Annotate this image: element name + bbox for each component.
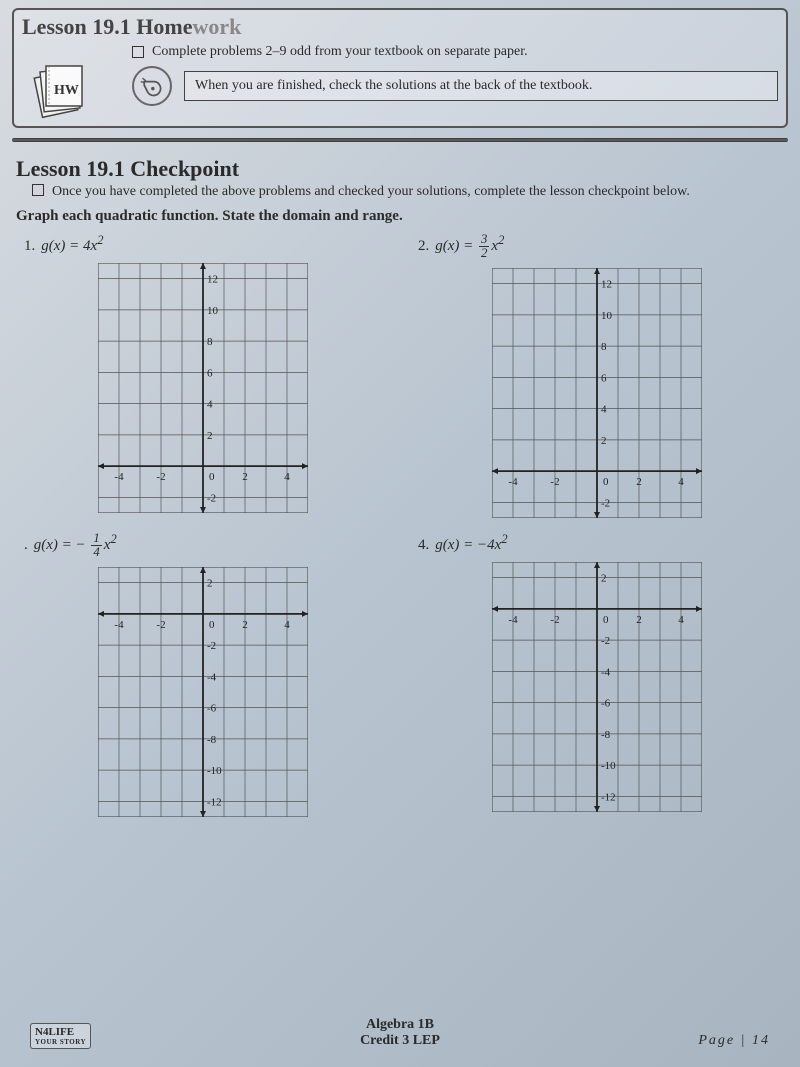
coordinate-grid: -4 -2 0 2 4 2 -2 -4 -6 -8 -10 -12 (98, 567, 308, 817)
title-prefix: Lesson 19.1 Home (22, 14, 193, 39)
whistle-icon (132, 66, 172, 106)
footer-page: Page | 14 (698, 1033, 770, 1049)
svg-text:6: 6 (601, 372, 607, 384)
instruction: Graph each quadratic function. State the… (16, 208, 784, 225)
svg-text:8: 8 (601, 341, 607, 353)
svg-text:0: 0 (603, 476, 609, 488)
svg-text:4: 4 (601, 403, 607, 415)
logo-sub: YOUR STORY (35, 1038, 86, 1046)
svg-text:-8: -8 (207, 734, 217, 746)
svg-text:-2: -2 (550, 476, 559, 488)
graph-container: -4 -2 0 2 4 12 10 8 6 4 2 -2 (412, 268, 782, 518)
coordinate-grid: -4 -2 0 2 4 12 10 8 6 4 2 -2 (492, 268, 702, 518)
checkpoint-title: Lesson 19.1 Checkpoint (16, 156, 784, 182)
problem-label: .g(x) = − 14x2 (24, 532, 388, 559)
svg-text:-10: -10 (207, 765, 222, 777)
svg-text:-2: -2 (207, 492, 216, 504)
svg-text:-2: -2 (156, 471, 165, 483)
coordinate-grid: -4 -2 0 2 4 2 -2 -4 -6 -8 -10 -12 (492, 562, 702, 812)
graph-container: -4 -2 0 2 4 2 -2 -4 -6 -8 -10 -12 (18, 567, 388, 817)
svg-text:4: 4 (284, 471, 290, 483)
svg-text:2: 2 (601, 435, 607, 447)
svg-text:4: 4 (207, 399, 213, 411)
svg-text:-4: -4 (114, 619, 124, 631)
svg-text:0: 0 (209, 619, 215, 631)
svg-text:10: 10 (601, 310, 613, 322)
svg-text:2: 2 (636, 614, 642, 626)
svg-text:-12: -12 (601, 791, 616, 803)
hw-pages-icon: HW (32, 60, 92, 120)
problem-1: 1.g(x) = 4x2 -4 -2 0 2 4 12 10 8 6 4 2 -2 (16, 231, 390, 520)
checkpoint-section: Lesson 19.1 Checkpoint Once you have com… (12, 156, 788, 819)
finish-box: When you are finished, check the solutio… (184, 71, 778, 101)
svg-text:6: 6 (207, 367, 213, 379)
svg-text:-4: -4 (601, 666, 611, 678)
svg-text:2: 2 (601, 572, 607, 584)
svg-text:2: 2 (207, 577, 213, 589)
svg-text:-2: -2 (601, 635, 610, 647)
svg-text:-4: -4 (508, 476, 518, 488)
task-text: Complete problems 2–9 odd from your text… (152, 44, 528, 60)
svg-text:12: 12 (207, 274, 218, 286)
homework-header: Lesson 19.1 Homework HW Complete problem… (12, 8, 788, 128)
problem-label: 2.g(x) = 32x2 (418, 233, 782, 260)
task-checkbox[interactable] (132, 46, 144, 58)
task-row: Complete problems 2–9 odd from your text… (132, 44, 778, 60)
svg-text:10: 10 (207, 305, 219, 317)
footer-line1: Algebra 1B (360, 1017, 440, 1033)
problem-4: 4.g(x) = −4x2 -4 -2 0 2 4 2 -2 -4 -6 -8 -10 -12 (410, 530, 784, 819)
title-faded: work (193, 14, 242, 39)
finish-text: When you are finished, check the solutio… (195, 78, 592, 93)
page-footer: N4LIFE YOUR STORY Algebra 1B Credit 3 LE… (0, 1023, 800, 1049)
logo-main: N4LIFE (35, 1026, 74, 1038)
problem-label: 1.g(x) = 4x2 (24, 233, 388, 255)
svg-text:0: 0 (209, 471, 215, 483)
whistle-row: When you are finished, check the solutio… (132, 66, 778, 106)
hw-label: HW (54, 83, 79, 98)
problem-3: .g(x) = − 14x2 -4 -2 0 2 4 2 -2 -4 -6 -8 -10 -12 (16, 530, 390, 819)
section-divider (12, 138, 788, 142)
svg-text:-6: -6 (601, 697, 611, 709)
svg-text:-2: -2 (601, 497, 610, 509)
checkpoint-desc-row: Once you have completed the above proble… (16, 184, 784, 200)
svg-text:-4: -4 (114, 471, 124, 483)
svg-text:-6: -6 (207, 702, 217, 714)
svg-text:-8: -8 (601, 729, 611, 741)
svg-text:4: 4 (284, 619, 290, 631)
svg-text:-12: -12 (207, 796, 222, 808)
footer-center: Algebra 1B Credit 3 LEP (360, 1017, 440, 1049)
footer-line2: Credit 3 LEP (360, 1033, 440, 1049)
svg-text:0: 0 (603, 614, 609, 626)
svg-text:4: 4 (678, 614, 684, 626)
problem-label: 4.g(x) = −4x2 (418, 532, 782, 554)
problem-2: 2.g(x) = 32x2 -4 -2 0 2 4 12 10 8 6 4 2 -2 (410, 231, 784, 520)
lesson-title: Lesson 19.1 Homework (22, 14, 778, 40)
svg-text:-2: -2 (550, 614, 559, 626)
problems-grid: 1.g(x) = 4x2-4-202412108642-22.g(x) = 32… (16, 231, 784, 819)
svg-text:-2: -2 (156, 619, 165, 631)
graph-container: -4 -2 0 2 4 2 -2 -4 -6 -8 -10 -12 (412, 562, 782, 812)
logo: N4LIFE YOUR STORY (30, 1023, 91, 1049)
svg-text:4: 4 (678, 476, 684, 488)
svg-text:8: 8 (207, 336, 213, 348)
checkpoint-checkbox[interactable] (32, 184, 44, 196)
graph-container: -4 -2 0 2 4 12 10 8 6 4 2 -2 (18, 263, 388, 513)
svg-text:-4: -4 (207, 671, 217, 683)
svg-text:2: 2 (242, 619, 248, 631)
svg-text:2: 2 (242, 471, 248, 483)
coordinate-grid: -4 -2 0 2 4 12 10 8 6 4 2 -2 (98, 263, 308, 513)
svg-text:12: 12 (601, 278, 612, 290)
checkpoint-desc: Once you have completed the above proble… (52, 184, 690, 200)
svg-text:-2: -2 (207, 640, 216, 652)
svg-text:2: 2 (636, 476, 642, 488)
svg-text:-4: -4 (508, 614, 518, 626)
svg-text:2: 2 (207, 430, 213, 442)
svg-text:-10: -10 (601, 760, 616, 772)
